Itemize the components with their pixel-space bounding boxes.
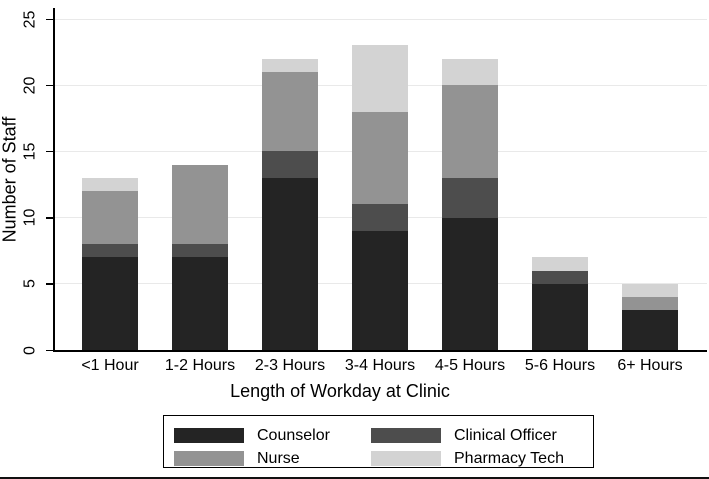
y-tick-label-20: 20 — [21, 76, 39, 95]
x-tick-label-2-3-hours: 2-3 Hours — [254, 357, 326, 374]
x-tick-label-1-2-hours: 1-2 Hours — [164, 357, 236, 374]
legend-item-pharmacy-tech: Pharmacy Tech — [371, 447, 593, 470]
bar-1-2-hours-counselor — [172, 257, 228, 350]
bar-2-3-hours-counselor — [262, 177, 318, 350]
y-tick-25 — [46, 18, 53, 20]
y-tick-20 — [46, 84, 53, 87]
bar-3-4-hours-nurse — [352, 111, 408, 205]
bar-4-5-hours-nurse — [442, 85, 498, 178]
y-tick-0 — [46, 349, 53, 351]
y-axis-line — [53, 8, 55, 351]
legend-label-pharmacy-tech: Pharmacy Tech — [454, 449, 564, 467]
y-tick-label-10: 10 — [21, 208, 39, 227]
bar-1-2-hours-nurse — [172, 164, 228, 245]
x-axis-line — [53, 350, 707, 352]
legend-item-nurse: Nurse — [174, 447, 371, 470]
y-tick-label-5: 5 — [21, 279, 39, 289]
legend-swatch-clinical-officer — [371, 428, 441, 443]
y-axis-title: Number of Staff — [0, 116, 20, 243]
x-tick-label-6-hours: 6+ Hours — [617, 357, 683, 374]
bar--1-hour-counselor — [82, 257, 138, 350]
legend-swatch-nurse — [174, 451, 244, 466]
bar-1-2-hours-clinical-officer — [172, 244, 228, 258]
bar-2-3-hours-nurse — [262, 71, 318, 152]
y-tick-label-15: 15 — [21, 142, 39, 161]
legend-swatch-counselor — [174, 428, 244, 443]
legend-label-counselor: Counselor — [257, 426, 330, 444]
legend-item-counselor: Counselor — [174, 424, 371, 447]
y-tick-label-0: 0 — [21, 345, 39, 355]
legend-label-clinical-officer: Clinical Officer — [454, 426, 557, 444]
bar-2-3-hours-pharmacy-tech — [262, 58, 318, 72]
bar-3-4-hours-counselor — [352, 230, 408, 350]
bar-6-hours-pharmacy-tech — [622, 283, 678, 298]
x-axis-title: Length of Workday at Clinic — [230, 381, 450, 401]
bar-5-6-hours-pharmacy-tech — [532, 257, 588, 271]
bar-2-3-hours-clinical-officer — [262, 151, 318, 178]
bar-3-4-hours-clinical-officer — [352, 204, 408, 231]
bar-4-5-hours-pharmacy-tech — [442, 58, 498, 86]
x-tick-label-5-6-hours: 5-6 Hours — [524, 357, 596, 374]
y-tick-10 — [46, 217, 53, 219]
x-tick-label-4-5-hours: 4-5 Hours — [434, 357, 506, 374]
bar-5-6-hours-counselor — [532, 283, 588, 350]
gridline-y-25 — [53, 18, 707, 20]
x-tick-label-3-4-hours: 3-4 Hours — [344, 357, 416, 374]
legend-label-nurse: Nurse — [257, 449, 300, 467]
legend-box: Counselor Clinical Officer Nurse Pharmacy T… — [163, 415, 594, 468]
bar--1-hour-clinical-officer — [82, 244, 138, 258]
bar-4-5-hours-clinical-officer — [442, 177, 498, 218]
bar-4-5-hours-counselor — [442, 217, 498, 350]
legend-item-clinical-officer: Clinical Officer — [371, 424, 593, 447]
bar--1-hour-nurse — [82, 191, 138, 245]
y-tick-15 — [46, 150, 53, 153]
y-tick-5 — [46, 283, 53, 285]
bar-6-hours-nurse — [622, 297, 678, 311]
bar-3-4-hours-pharmacy-tech — [352, 45, 408, 112]
legend-swatch-pharmacy-tech — [371, 451, 441, 466]
bar--1-hour-pharmacy-tech — [82, 177, 138, 192]
bar-5-6-hours-clinical-officer — [532, 270, 588, 284]
y-tick-label-25: 25 — [21, 10, 39, 28]
bar-6-hours-counselor — [622, 310, 678, 350]
figure-bottom-rule — [0, 477, 709, 479]
x-tick-label--1-hour: <1 Hour — [81, 357, 139, 374]
